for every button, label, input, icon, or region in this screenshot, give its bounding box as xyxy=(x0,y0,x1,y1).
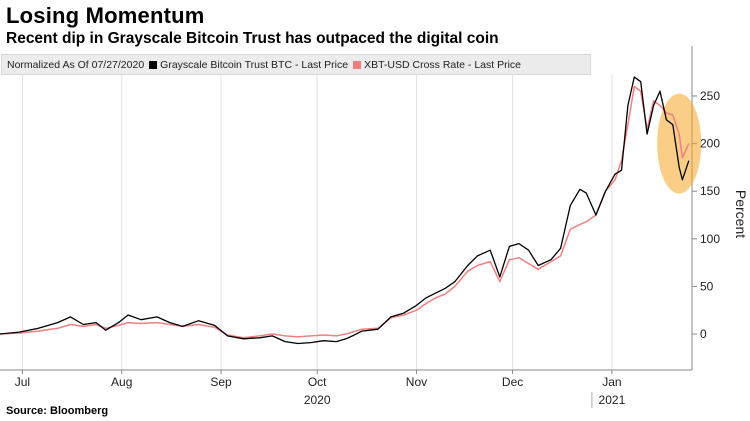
y-tick-label: 50 xyxy=(700,279,714,293)
legend-item-gbtc: Grayscale Bitcoin Trust BTC - Last Price xyxy=(149,59,348,71)
series-line-gbtc xyxy=(0,76,690,345)
x-tick-label: Sep xyxy=(210,375,232,389)
x-tick-label: Dec xyxy=(502,375,523,389)
legend-label-gbtc: Grayscale Bitcoin Trust BTC - Last Price xyxy=(160,58,349,71)
y-axis-title: Percent xyxy=(733,190,749,238)
series-line-xbt xyxy=(0,85,690,339)
x-tick-label: Aug xyxy=(111,375,132,389)
chart-title: Losing Momentum xyxy=(6,3,205,28)
y-tick-label: 100 xyxy=(700,232,720,246)
highlight-ellipse xyxy=(657,93,702,194)
x-year-label: 2020 xyxy=(304,393,331,407)
legend-swatch-gbtc xyxy=(149,60,158,69)
y-tick-label: 200 xyxy=(700,137,720,151)
legend-item-xbt: XBT-USD Cross Rate - Last Price xyxy=(353,59,521,71)
legend-note: Normalized As Of 07/27/2020 xyxy=(7,58,145,71)
x-tick-label: Nov xyxy=(406,375,427,389)
chart-subtitle: Recent dip in Grayscale Bitcoin Trust ha… xyxy=(6,30,499,47)
x-tick-label: Jul xyxy=(15,375,30,389)
legend-label-xbt: XBT-USD Cross Rate - Last Price xyxy=(364,58,522,71)
y-tick-label: 150 xyxy=(700,184,720,198)
x-tick-label: Oct xyxy=(308,375,327,389)
y-tick-label: 0 xyxy=(700,327,707,341)
y-tick-label: 250 xyxy=(700,89,720,103)
legend-swatch-xbt xyxy=(353,60,362,69)
legend: Normalized As Of 07/27/2020 Grayscale Bi… xyxy=(1,54,591,75)
source-note: Source: Bloomberg xyxy=(6,405,109,417)
x-year-label: 2021 xyxy=(599,393,626,407)
x-tick-label: Jan xyxy=(602,375,621,389)
